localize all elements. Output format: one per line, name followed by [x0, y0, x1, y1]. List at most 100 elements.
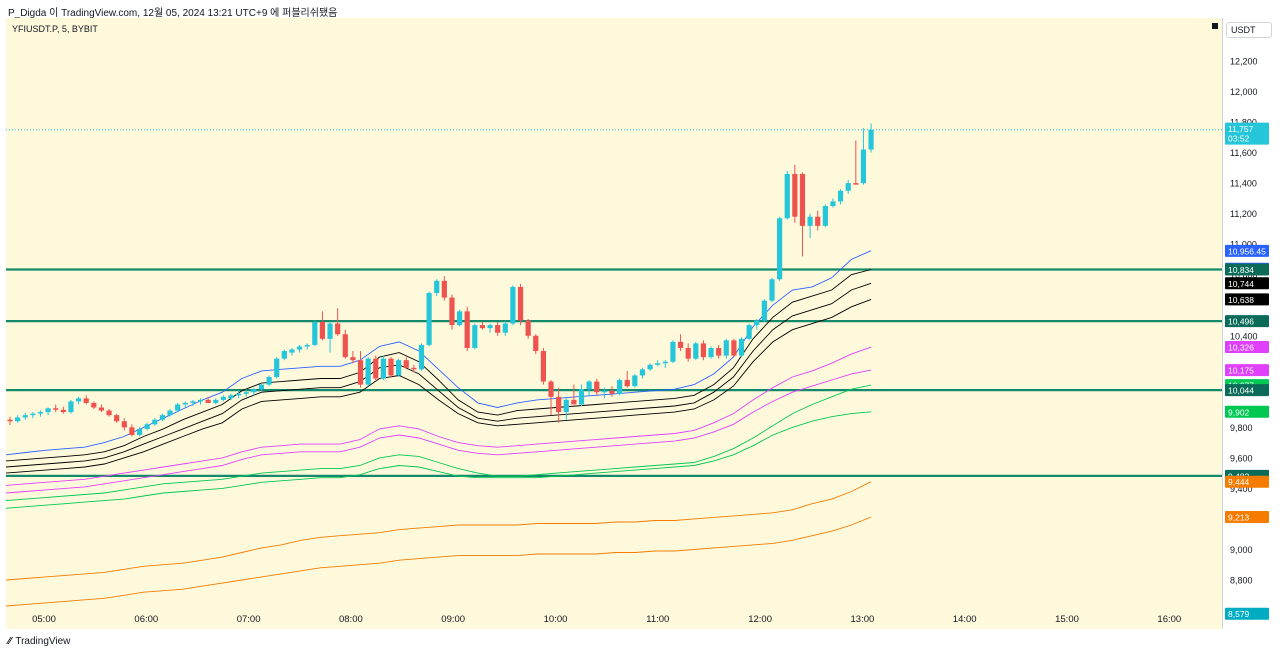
candle[interactable]	[220, 395, 226, 402]
candle[interactable]	[45, 407, 51, 416]
candle[interactable]	[342, 329, 348, 359]
candle[interactable]	[98, 404, 105, 413]
candle[interactable]	[830, 198, 836, 208]
chart-menu-icon[interactable]	[1212, 23, 1218, 29]
candle[interactable]	[434, 279, 440, 297]
candle[interactable]	[121, 418, 127, 431]
candle[interactable]	[479, 322, 486, 330]
candle[interactable]	[693, 341, 699, 361]
candle[interactable]	[114, 413, 120, 423]
candle[interactable]	[258, 383, 265, 391]
candle[interactable]	[312, 320, 318, 347]
candle[interactable]	[182, 401, 188, 408]
candle[interactable]	[632, 373, 638, 388]
candle[interactable]	[670, 340, 676, 364]
candle[interactable]	[860, 128, 867, 185]
candle[interactable]	[731, 338, 737, 358]
candle[interactable]	[403, 357, 409, 370]
candle[interactable]	[837, 189, 844, 205]
candle[interactable]	[373, 355, 379, 381]
candle[interactable]	[304, 343, 310, 350]
chart-area[interactable]	[6, 18, 1223, 629]
candle[interactable]	[296, 344, 303, 353]
candle[interactable]	[853, 140, 859, 185]
candle[interactable]	[807, 213, 813, 239]
candle[interactable]	[319, 311, 326, 341]
candle[interactable]	[327, 322, 333, 353]
candle[interactable]	[205, 396, 211, 403]
candle[interactable]	[175, 402, 181, 413]
candle[interactable]	[639, 367, 646, 379]
candle[interactable]	[449, 294, 455, 330]
candle[interactable]	[144, 422, 150, 431]
candle[interactable]	[777, 216, 783, 281]
candle[interactable]	[251, 387, 257, 396]
candle[interactable]	[60, 406, 66, 414]
candle[interactable]	[548, 380, 554, 416]
candle[interactable]	[53, 404, 59, 413]
candle[interactable]	[845, 180, 851, 194]
candle[interactable]	[15, 415, 21, 423]
candle[interactable]	[357, 351, 364, 388]
candle[interactable]	[754, 318, 760, 330]
candle[interactable]	[517, 283, 524, 326]
candle[interactable]	[159, 413, 165, 422]
candle[interactable]	[236, 390, 242, 399]
candle[interactable]	[716, 344, 722, 359]
candle[interactable]	[571, 384, 577, 405]
candle[interactable]	[418, 343, 425, 371]
candle[interactable]	[609, 386, 615, 397]
candle[interactable]	[68, 399, 74, 414]
candle[interactable]	[647, 363, 653, 371]
candle[interactable]	[578, 384, 585, 406]
candle[interactable]	[594, 378, 600, 396]
candle[interactable]	[106, 409, 112, 417]
candle[interactable]	[502, 320, 508, 336]
candle[interactable]	[136, 427, 143, 437]
candle[interactable]	[350, 351, 356, 364]
candle[interactable]	[540, 347, 546, 385]
candle[interactable]	[617, 378, 623, 396]
currency-selector[interactable]: USDT	[1226, 22, 1272, 38]
candle[interactable]	[662, 360, 668, 368]
candle[interactable]	[456, 309, 463, 327]
candle[interactable]	[746, 323, 752, 341]
candle[interactable]	[167, 409, 173, 417]
candle[interactable]	[243, 389, 249, 397]
candle[interactable]	[525, 318, 531, 339]
candle[interactable]	[586, 380, 592, 396]
candle[interactable]	[792, 164, 798, 223]
candle[interactable]	[868, 123, 874, 153]
candle[interactable]	[601, 387, 607, 399]
candle[interactable]	[365, 357, 371, 387]
candle[interactable]	[152, 418, 158, 426]
candle[interactable]	[274, 357, 280, 379]
candle[interactable]	[472, 323, 478, 350]
candle[interactable]	[266, 375, 272, 387]
candle[interactable]	[655, 360, 661, 367]
candle[interactable]	[30, 412, 36, 419]
candle[interactable]	[533, 334, 539, 355]
candle[interactable]	[708, 346, 714, 359]
candle[interactable]	[396, 358, 402, 377]
candle[interactable]	[685, 343, 691, 362]
candle[interactable]	[75, 396, 82, 405]
candle[interactable]	[335, 308, 341, 336]
candle[interactable]	[190, 399, 196, 406]
candle[interactable]	[784, 170, 790, 220]
candle[interactable]	[426, 291, 432, 347]
candle[interactable]	[289, 347, 295, 356]
candle[interactable]	[281, 349, 287, 361]
candle[interactable]	[700, 340, 707, 361]
candle[interactable]	[7, 416, 13, 426]
candle[interactable]	[677, 334, 684, 352]
candle[interactable]	[37, 410, 44, 417]
candle[interactable]	[556, 387, 562, 423]
candle[interactable]	[761, 299, 767, 323]
candle[interactable]	[441, 276, 447, 301]
candle[interactable]	[411, 364, 417, 373]
candle[interactable]	[738, 337, 745, 358]
candle[interactable]	[799, 172, 806, 257]
candle[interactable]	[815, 210, 821, 231]
